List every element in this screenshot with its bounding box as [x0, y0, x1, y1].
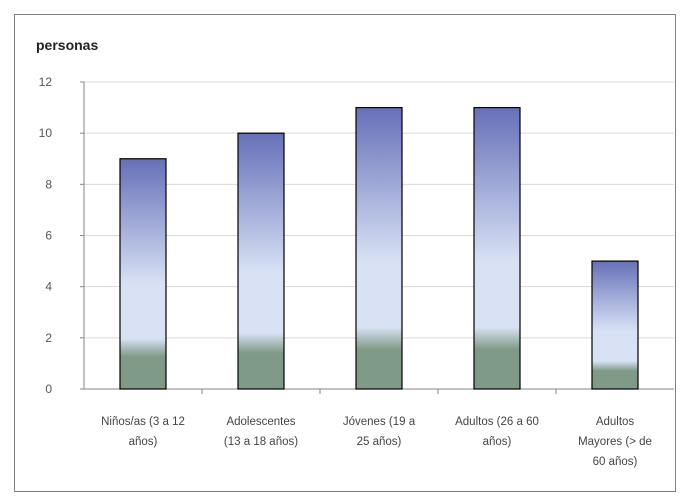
- y-tick-labels: 0 2 4 6 8 10 12: [39, 75, 53, 396]
- y-tick-label: 8: [45, 177, 52, 191]
- category-label: Adolescentes: [226, 416, 295, 428]
- category-label: 25 años): [357, 436, 402, 448]
- y-tick-label: 2: [45, 331, 52, 345]
- category-label: 60 años): [593, 456, 638, 468]
- category-label: Mayores (> de: [578, 436, 652, 448]
- category-label: años): [483, 436, 512, 448]
- y-axis-title: personas: [36, 37, 99, 53]
- bar-1: [119, 158, 167, 390]
- category-label: Adultos (26 a 60: [455, 416, 539, 428]
- bar-4: [473, 106, 521, 390]
- y-tick-label: 10: [39, 126, 53, 140]
- y-tick-label: 6: [45, 229, 52, 243]
- category-label: años): [129, 436, 158, 448]
- y-tick-label: 4: [45, 280, 52, 294]
- bar-2: [237, 132, 285, 390]
- bar-3: [355, 106, 403, 390]
- category-label: Adultos: [596, 416, 635, 428]
- bar-5: [591, 260, 639, 390]
- category-label: Jóvenes (19 a: [343, 416, 416, 428]
- category-label: (13 a 18 años): [224, 436, 298, 448]
- bars: [119, 106, 639, 390]
- category-labels: Niños/as (3 a 12 años) Adolescentes (13 a 1…: [101, 416, 652, 468]
- y-tick-label: 12: [39, 75, 53, 89]
- y-tick-label: 0: [45, 382, 52, 396]
- category-label: Niños/as (3 a 12: [101, 416, 185, 428]
